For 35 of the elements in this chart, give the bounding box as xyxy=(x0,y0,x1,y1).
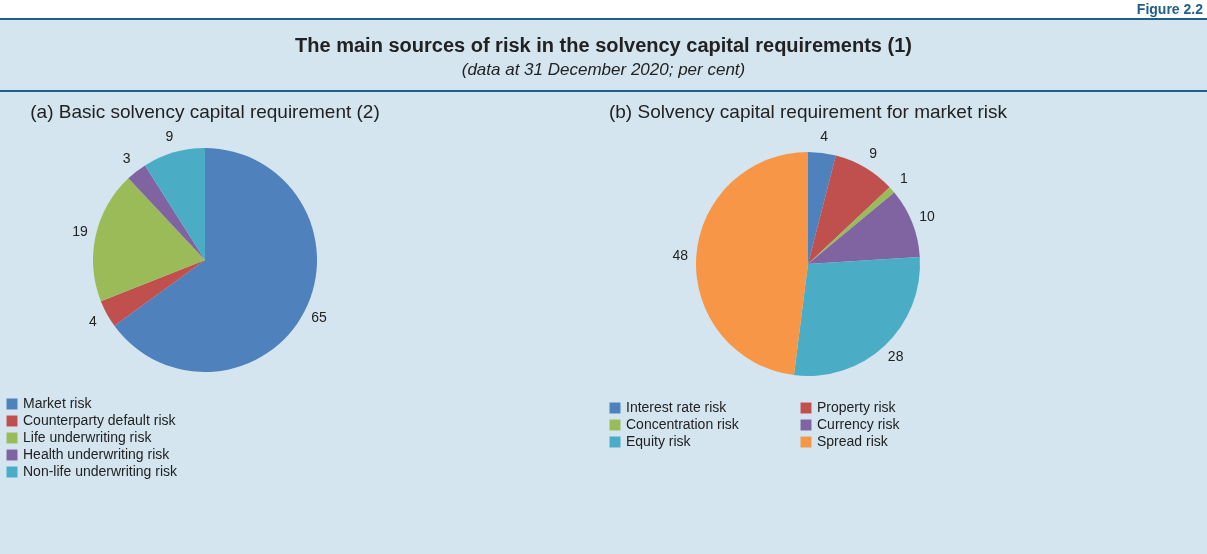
pie-slice xyxy=(808,192,920,264)
legend-label: Health underwriting risk xyxy=(23,446,171,462)
pie-slice xyxy=(128,165,205,260)
legend-label: Property risk xyxy=(817,399,897,415)
data-label: 4 xyxy=(88,312,97,329)
pie-slice xyxy=(144,148,205,260)
data-label: 28 xyxy=(887,348,904,365)
pie-slice xyxy=(93,178,205,302)
legend-label: Concentration risk xyxy=(626,416,740,432)
legend-label: Interest rate risk xyxy=(626,399,728,415)
caption: Figure 2.2 xyxy=(1136,1,1203,17)
legend-label: Non-life underwriting risk xyxy=(23,463,179,479)
pie-slice xyxy=(793,256,920,376)
legend-label: Spread risk xyxy=(817,433,889,449)
data-label: 48 xyxy=(672,246,689,263)
data-label: 9 xyxy=(165,128,174,145)
pie-slice xyxy=(696,152,808,376)
legend-label: Counterparty default risk xyxy=(23,412,177,428)
data-label: 65 xyxy=(311,309,328,326)
legend-label: Life underwriting risk xyxy=(23,429,153,445)
data-label: 19 xyxy=(72,223,89,240)
legend-label: Equity risk xyxy=(626,433,692,449)
data-label: 9 xyxy=(869,144,878,161)
legend-label: Market risk xyxy=(23,395,93,411)
chart-title: (b) Solvency capital requirement for market risk xyxy=(608,101,1008,123)
text: The main sources of risk in the solvency capital requirements (1) xyxy=(294,34,913,57)
data-label: 1 xyxy=(900,170,909,187)
data-label: 10 xyxy=(919,207,936,224)
data-label: 4 xyxy=(820,128,829,145)
pie-slice xyxy=(100,260,205,326)
chart-title: (a) Basic solvency capital requirement (2) xyxy=(30,101,380,123)
text: (data at 31 December 2020; per cent) xyxy=(460,60,747,80)
data-label: 3 xyxy=(122,149,131,166)
pie-slice xyxy=(808,152,836,264)
legend-label: Currency risk xyxy=(817,416,901,432)
